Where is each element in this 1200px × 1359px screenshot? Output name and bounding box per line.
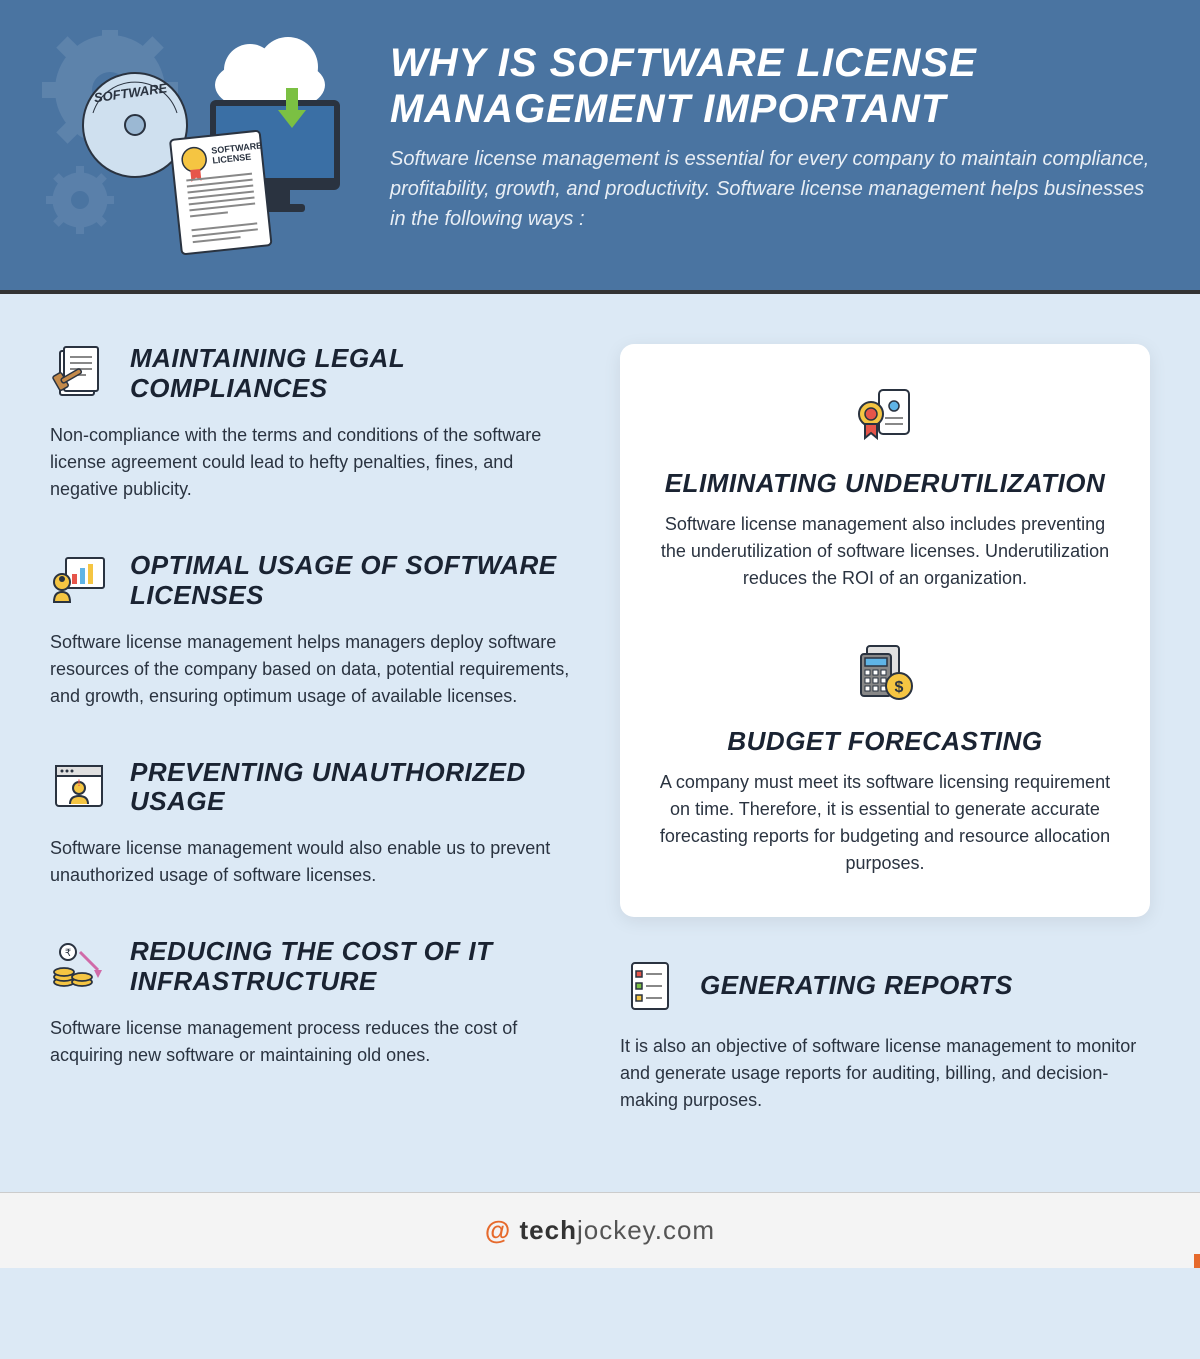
svg-text:₹: ₹	[65, 948, 71, 959]
coins-arrow-icon: ₹	[50, 938, 108, 996]
footer-brand: @ techjockey.com	[485, 1215, 715, 1245]
checklist-report-icon	[620, 957, 678, 1015]
svg-text:!: !	[78, 778, 81, 788]
highlight-card: ELIMINATING UNDERUTILIZATION Software li…	[620, 344, 1150, 917]
section-body: Non-compliance with the terms and condit…	[50, 422, 580, 503]
card-section-budget: $ BUDGET FORECASTING A company must meet…	[656, 642, 1114, 877]
section-generating-reports: GENERATING REPORTS It is also an objecti…	[620, 957, 1150, 1114]
person-chart-icon	[50, 552, 108, 610]
header: SOFTWARE SOFTWARE LICENSE WHY	[0, 0, 1200, 294]
badge-id-icon	[853, 384, 917, 448]
browser-person-icon: !	[50, 758, 108, 816]
document-gavel-icon	[50, 345, 108, 403]
section-title: PREVENTING UNAUTHORIZED USAGE	[130, 758, 580, 818]
right-column: ELIMINATING UNDERUTILIZATION Software li…	[620, 344, 1150, 1162]
section-title: REDUCING THE COST OF IT INFRASTRUCTURE	[130, 937, 580, 997]
calculator-coin-icon: $	[853, 642, 917, 706]
hero-graphic: SOFTWARE SOFTWARE LICENSE	[40, 30, 360, 260]
page-subtitle: Software license management is essential…	[390, 144, 1150, 234]
footer: @ techjockey.com	[0, 1192, 1200, 1268]
section-body: Software license management would also e…	[50, 835, 580, 889]
section-title: GENERATING REPORTS	[700, 971, 1013, 1001]
section-optimal-usage: OPTIMAL USAGE OF SOFTWARE LICENSES Softw…	[50, 551, 580, 710]
card-body: Software license management also include…	[656, 511, 1114, 592]
page-title: WHY IS SOFTWARE LICENSE MANAGEMENT IMPOR…	[390, 40, 1150, 132]
section-reducing-cost: ₹ REDUCING THE COST OF IT INFRASTRUCTURE…	[50, 937, 580, 1069]
content-area: MAINTAINING LEGAL COMPLIANCES Non-compli…	[0, 294, 1200, 1192]
section-preventing-unauthorized: ! PREVENTING UNAUTHORIZED USAGE Software…	[50, 758, 580, 890]
section-body: Software license management helps manage…	[50, 629, 580, 710]
section-legal-compliance: MAINTAINING LEGAL COMPLIANCES Non-compli…	[50, 344, 580, 503]
section-title: OPTIMAL USAGE OF SOFTWARE LICENSES	[130, 551, 580, 611]
card-title: BUDGET FORECASTING	[656, 726, 1114, 757]
footer-accent	[1194, 1254, 1200, 1268]
left-column: MAINTAINING LEGAL COMPLIANCES Non-compli…	[50, 344, 580, 1162]
card-body: A company must meet its software licensi…	[656, 769, 1114, 877]
footer-brand-light: jockey.com	[577, 1215, 715, 1245]
card-section-underutilization: ELIMINATING UNDERUTILIZATION Software li…	[656, 384, 1114, 592]
section-body: Software license management process redu…	[50, 1015, 580, 1069]
section-body: It is also an objective of software lice…	[620, 1033, 1150, 1114]
footer-brand-bold: tech	[520, 1215, 577, 1245]
card-title: ELIMINATING UNDERUTILIZATION	[656, 468, 1114, 499]
footer-logo-symbol: @	[485, 1215, 511, 1245]
section-title: MAINTAINING LEGAL COMPLIANCES	[130, 344, 580, 404]
svg-text:$: $	[895, 679, 904, 696]
